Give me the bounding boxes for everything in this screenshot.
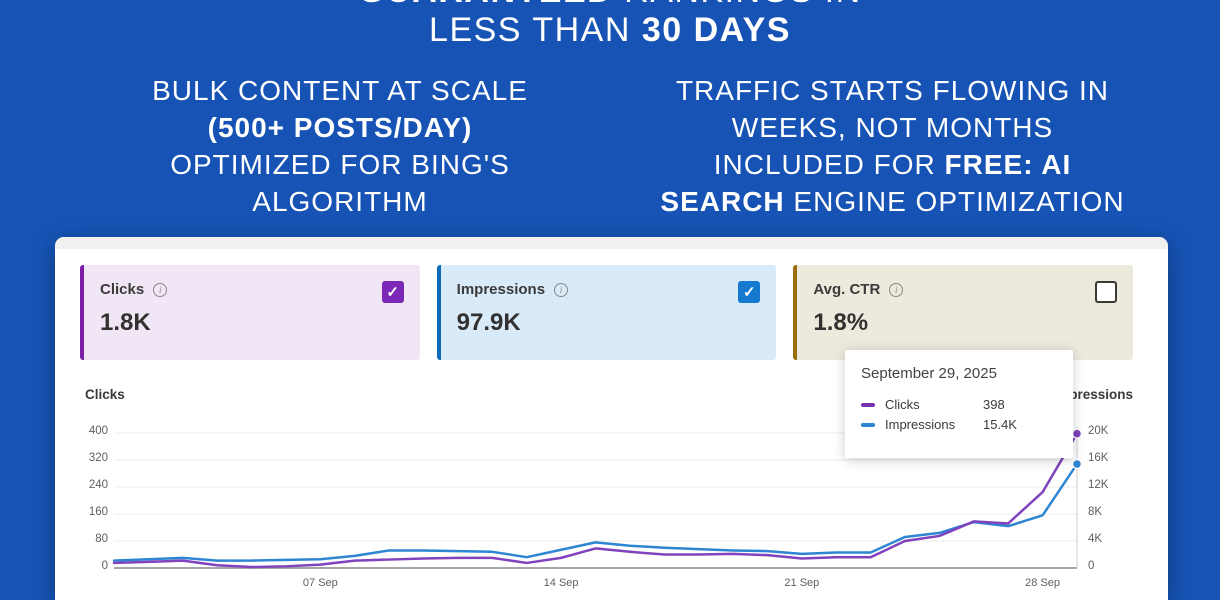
right-axis-tick: 20K	[1088, 425, 1109, 437]
tooltip-date: September 29, 2025	[861, 365, 997, 382]
card-label: Clicks	[100, 281, 145, 298]
card-label-row: Avg. CTR i	[813, 281, 1117, 298]
metric-cards-row: Clicks i ✓ 1.8K Impressions i ✓ 97.9K Av…	[80, 265, 1134, 360]
card-value: 1.8K	[100, 309, 151, 336]
left-axis-tick: 400	[88, 425, 108, 437]
chart-hover-tooltip: September 29, 2025 Clicks 398 Impression…	[845, 350, 1073, 458]
left-axis-tick: 0	[101, 560, 108, 572]
right-axis-tick: 4K	[1088, 533, 1103, 545]
hero-columns: BULK CONTENT AT SCALE (500+ POSTS/DAY) O…	[0, 72, 1220, 222]
left-axis-tick: 160	[88, 506, 108, 518]
avg-ctr-checkbox[interactable]	[1095, 281, 1118, 303]
left-axis-tick: 240	[88, 479, 108, 491]
left-axis-tick: 80	[95, 533, 108, 545]
checkmark-icon: ✓	[386, 284, 399, 301]
line-chart-plot-area[interactable]	[112, 417, 1083, 577]
hero-right-line-3: INCLUDED FOR FREE: AI	[713, 149, 1072, 180]
card-value: 97.9K	[456, 309, 521, 336]
impressions-series-swatch-icon	[861, 422, 875, 427]
hero-right-line-2: WEEKS, NOT MONTHS	[731, 112, 1054, 143]
tooltip-row-impressions: Impressions 15.4K	[861, 417, 1057, 432]
clicks-metric-card[interactable]: Clicks i ✓ 1.8K	[80, 265, 420, 360]
hero-right-column: TRAFFIC STARTS FLOWING IN WEEKS, NOT MON…	[615, 72, 1170, 220]
right-axis-tick: 8K	[1088, 506, 1103, 518]
right-axis-tick: 12K	[1088, 479, 1109, 491]
hero-left-line-3: OPTIMIZED FOR BING'S	[170, 149, 510, 180]
line-chart-svg[interactable]	[112, 417, 1083, 577]
hero-section: GUARANTEED RANKINGS IN LESS THAN 30 DAYS…	[0, 0, 1220, 222]
analytics-panel: Clicks i ✓ 1.8K Impressions i ✓ 97.9K Av…	[55, 237, 1168, 600]
hero-right-line-1: TRAFFIC STARTS FLOWING IN	[675, 75, 1110, 106]
impressions-metric-card[interactable]: Impressions i ✓ 97.9K	[436, 265, 777, 360]
card-label: Avg. CTR	[813, 281, 881, 298]
checkmark-icon: ✓	[743, 284, 756, 301]
x-axis-tick: 14 Sep	[543, 577, 579, 589]
right-axis-tick: 16K	[1088, 452, 1109, 464]
card-label-row: Clicks i	[100, 281, 404, 298]
tooltip-label: Clicks	[885, 397, 920, 412]
headline-line-2: LESS THAN 30 DAYS	[429, 11, 791, 49]
right-axis-title: Impressions	[1053, 387, 1133, 402]
impressions-checkbox[interactable]: ✓	[738, 281, 761, 303]
tooltip-row-clicks: Clicks 398	[861, 397, 1057, 412]
x-axis-tick: 21 Sep	[784, 577, 820, 589]
info-icon[interactable]: i	[153, 282, 168, 297]
x-axis-tick: 07 Sep	[302, 577, 338, 589]
info-icon[interactable]: i	[889, 282, 904, 297]
hero-left-line-4: ALGORITHM	[252, 186, 428, 217]
clicks-checkbox[interactable]: ✓	[381, 281, 404, 303]
x-axis-tick: 28 Sep	[1025, 577, 1061, 589]
card-label: Impressions	[456, 281, 546, 298]
hero-left-line-2: (500+ POSTS/DAY)	[207, 112, 473, 143]
headline-line-1: GUARANTEED RANKINGS IN	[0, 0, 1220, 11]
tooltip-rows: Clicks 398 Impressions 15.4K	[861, 397, 1057, 432]
left-axis-tick: 320	[88, 452, 108, 464]
card-label-row: Impressions i	[457, 281, 761, 298]
card-value: 1.8%	[813, 309, 869, 336]
hero-left-column: BULK CONTENT AT SCALE (500+ POSTS/DAY) O…	[90, 72, 590, 220]
left-axis-title: Clicks	[85, 387, 125, 402]
tooltip-value: 398	[983, 397, 1005, 412]
panel-top-strip	[55, 237, 1168, 249]
hero-right-line-4: SEARCH ENGINE OPTIMIZATION	[660, 186, 1125, 217]
tooltip-label: Impressions	[885, 417, 956, 432]
clicks-series-swatch-icon	[861, 402, 875, 407]
avg-ctr-metric-card[interactable]: Avg. CTR i 1.8%	[793, 265, 1134, 360]
info-icon[interactable]: i	[554, 282, 569, 297]
right-axis-tick: 0	[1088, 560, 1095, 572]
tooltip-value: 15.4K	[983, 417, 1017, 432]
hero-left-line-1: BULK CONTENT AT SCALE	[152, 75, 528, 106]
